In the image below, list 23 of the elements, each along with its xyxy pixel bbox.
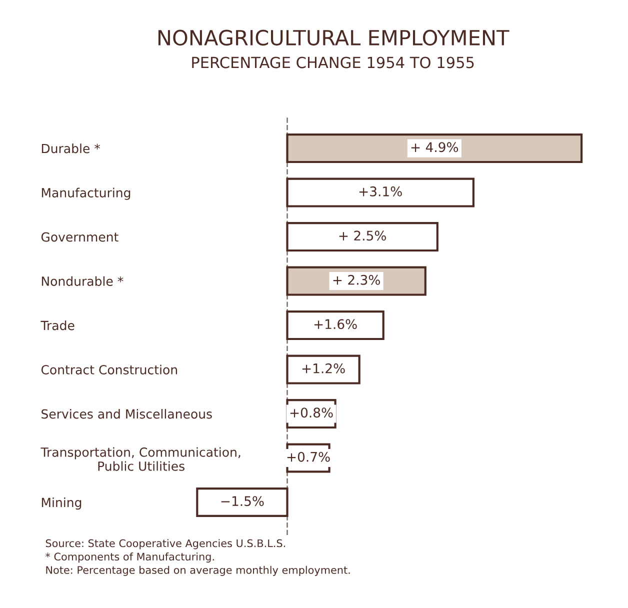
data-label: +1.2%: [302, 363, 345, 374]
data-label: + 4.9%: [411, 142, 458, 152]
y-tick-label: Services and Miscellaneous: [42, 409, 212, 419]
data-label: +1.6%: [314, 319, 357, 330]
data-label: + 2.3%: [333, 274, 380, 285]
data-label: −1.5%: [221, 496, 264, 506]
y-tick-label: Trade: [40, 320, 74, 330]
data-label: +3.1%: [359, 186, 402, 196]
chart-subtitle: PERCENTAGE CHANGE 1954 TO 1955: [192, 56, 474, 68]
y-tick-label: Mining: [42, 498, 82, 510]
y-tick-label: Government: [41, 232, 118, 242]
y-tick-label: Contract Construction: [41, 364, 177, 374]
y-tick-label: Manufacturing: [42, 188, 130, 200]
data-label: + 2.5%: [339, 230, 386, 241]
bar: [286, 134, 583, 164]
text: Note: Percentage based on average monthly employment.: [46, 566, 350, 576]
y-tick-label: Nondurable *: [42, 276, 124, 286]
y-tick-label: Durable *: [42, 144, 100, 154]
text: * Components of Manufacturing.: [46, 552, 214, 563]
y-tick-label: Transportation, Communication, Public Utilities: [40, 447, 240, 471]
source-note: Source: State Cooperative Agencies U.S.B.L.S.: [46, 539, 286, 550]
data-label: +0.8%: [290, 408, 333, 418]
chart-title: NONAGRICULTURAL EMPLOYMENT: [158, 30, 510, 46]
